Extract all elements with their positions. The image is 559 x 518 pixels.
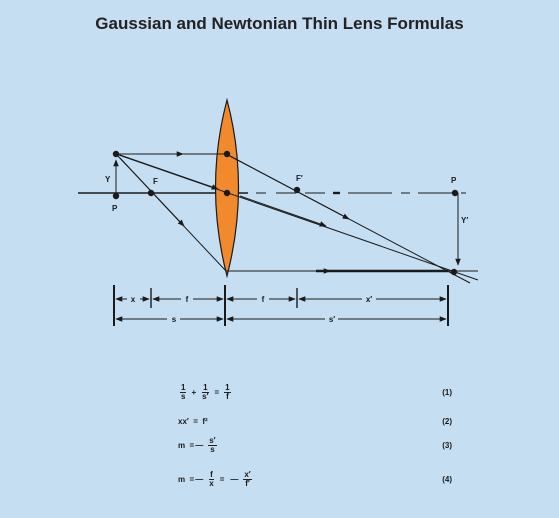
f3-lhs: m = (178, 440, 195, 450)
f4-minus-2: — (230, 474, 239, 484)
formula-3: m = — s′ s (3) (178, 434, 452, 456)
dimension-lines (115, 296, 447, 322)
lens-top-point (223, 150, 231, 158)
rear-focus-point (293, 186, 301, 194)
object-tip-point (112, 150, 120, 158)
thin-lens (214, 97, 240, 277)
f3-den: s (210, 444, 215, 454)
f1-num-2: 1 (202, 382, 209, 393)
dim-label-s: s (172, 315, 177, 324)
f1-den-f: f (226, 391, 229, 401)
f1-plus: + (191, 387, 197, 397)
label-rear-focus: F′ (296, 174, 303, 183)
formula-number-1: (1) (442, 387, 452, 397)
f1-num-1: 1 (180, 382, 187, 393)
dim-label-x-prime: x′ (366, 295, 372, 304)
f1-equals: = (214, 387, 220, 397)
formula-2: xx′ = f² (2) (178, 410, 452, 432)
f4-lhs: m = (178, 474, 195, 484)
dim-label-f-rear: f (262, 295, 265, 304)
label-object-point: P (112, 204, 118, 213)
f4-equals: = (219, 474, 225, 484)
dim-label-x: x (131, 295, 136, 304)
image-tip-point (450, 268, 458, 276)
lens-center-point (223, 189, 231, 197)
formula-number-4: (4) (442, 474, 452, 484)
formula-number-2: (2) (442, 416, 452, 426)
formula-number-3: (3) (442, 440, 452, 450)
dim-label-f-front: f (186, 295, 189, 304)
f1-num-3: 1 (224, 382, 231, 393)
f4-den-2: f′ (245, 478, 250, 488)
f4-den-1: x (209, 478, 214, 488)
front-focus-point (147, 189, 155, 197)
label-front-focus: F (153, 177, 158, 186)
label-image-point: P (451, 176, 457, 185)
f4-minus-1: — (195, 474, 204, 484)
image-axis-point (451, 189, 459, 197)
f4-num-2: x′ (243, 469, 252, 480)
f4-num-1: f (209, 469, 214, 480)
label-image-height: Y′ (461, 216, 468, 225)
f3-num: s′ (208, 435, 217, 446)
page-title: Gaussian and Newtonian Thin Lens Formula… (95, 14, 464, 33)
f1-den-s: s (181, 391, 186, 401)
dimension-ticks (113, 285, 449, 326)
f2-expression: xx′ = f² (178, 416, 208, 426)
f1-den-s-prime: s′ (202, 391, 209, 401)
f3-minus: — (195, 440, 204, 450)
dim-label-s-prime: s′ (329, 315, 335, 324)
object-base-point (112, 192, 120, 200)
label-object-height: Y (105, 175, 111, 184)
